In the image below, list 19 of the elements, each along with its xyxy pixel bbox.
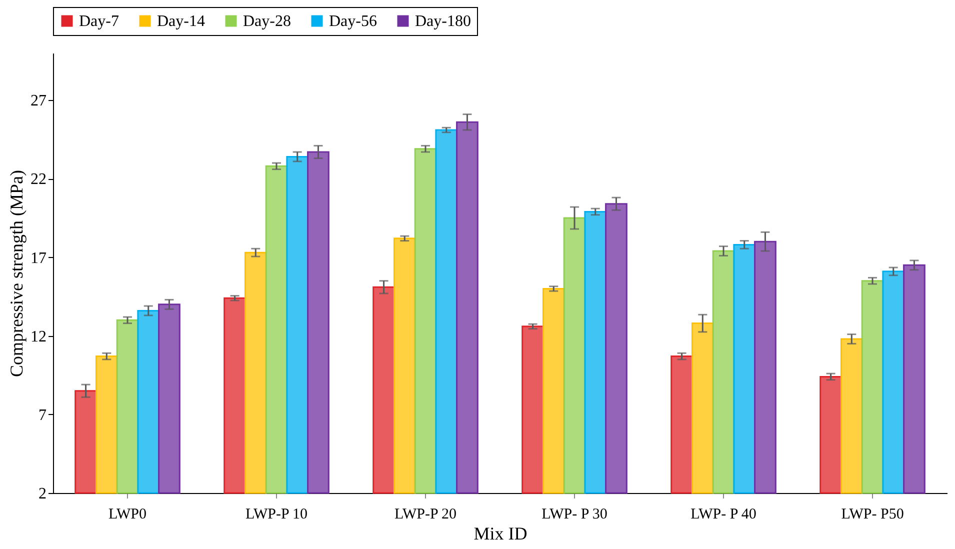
y-axis-title: Compressive strength (MPa)	[6, 170, 26, 377]
x-tick-label: LWP-P 20	[394, 506, 457, 522]
x-tick-label: LWP- P 30	[542, 506, 608, 522]
x-tick-label: LWP-P 10	[245, 506, 308, 522]
x-tick-label: LWP0	[108, 506, 147, 522]
y-tick-label: 7	[38, 406, 46, 424]
y-tick-label: 12	[30, 328, 46, 346]
y-tick-label: 17	[30, 250, 46, 267]
y-tick-label: 2	[38, 486, 46, 502]
legend-label: Day-28	[243, 13, 291, 30]
x-tick-label: LWP- P50	[841, 506, 904, 522]
x-tick-label: LWP- P 40	[690, 506, 756, 522]
legend-label: Day-180	[415, 13, 471, 30]
legend-label: Day-14	[157, 13, 205, 30]
x-axis-title: Mix ID	[474, 524, 528, 544]
y-tick-label: 22	[30, 171, 46, 188]
legend-label: Day-56	[329, 13, 377, 30]
y-tick-label: 27	[30, 92, 46, 110]
legend-label: Day-7	[79, 13, 119, 30]
